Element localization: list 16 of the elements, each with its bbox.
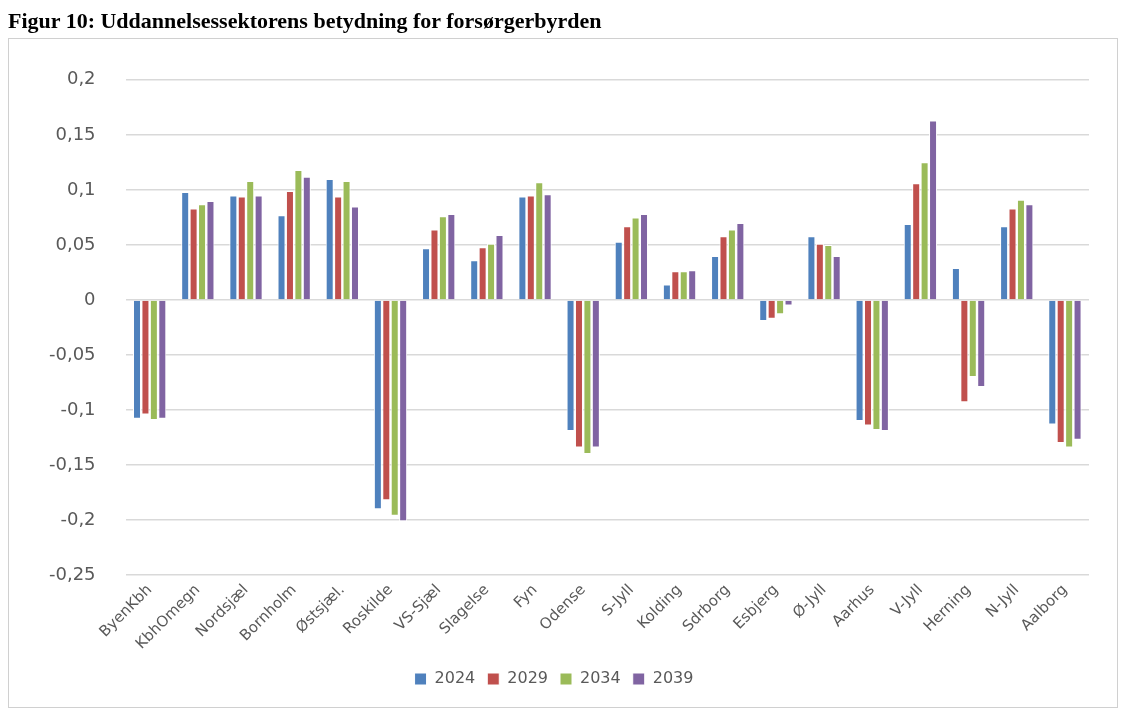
legend-label: 2039 xyxy=(652,668,694,688)
legend-label: 2034 xyxy=(580,668,621,688)
x-tick-label: Fyn xyxy=(509,580,541,612)
y-tick-label: 0 xyxy=(84,287,96,309)
y-tick-label: 0,2 xyxy=(66,67,96,89)
y-tick-label: -0,2 xyxy=(60,507,96,529)
y-tick-label: 0,05 xyxy=(55,232,96,254)
y-tick-label: 0,15 xyxy=(55,122,96,144)
chart-title: Figur 10: Uddannelsessektorens betydning for forsørgerbyrden xyxy=(8,8,603,34)
y-tick-label: -0,05 xyxy=(49,342,96,364)
y-tick-label: -0,1 xyxy=(60,397,96,419)
y-tick-label: -0,15 xyxy=(49,452,96,474)
y-tick-label: -0,25 xyxy=(49,562,96,584)
legend-label: 2029 xyxy=(507,668,548,688)
y-tick-label: 0,1 xyxy=(66,177,96,199)
legend-label: 2024 xyxy=(434,668,476,688)
